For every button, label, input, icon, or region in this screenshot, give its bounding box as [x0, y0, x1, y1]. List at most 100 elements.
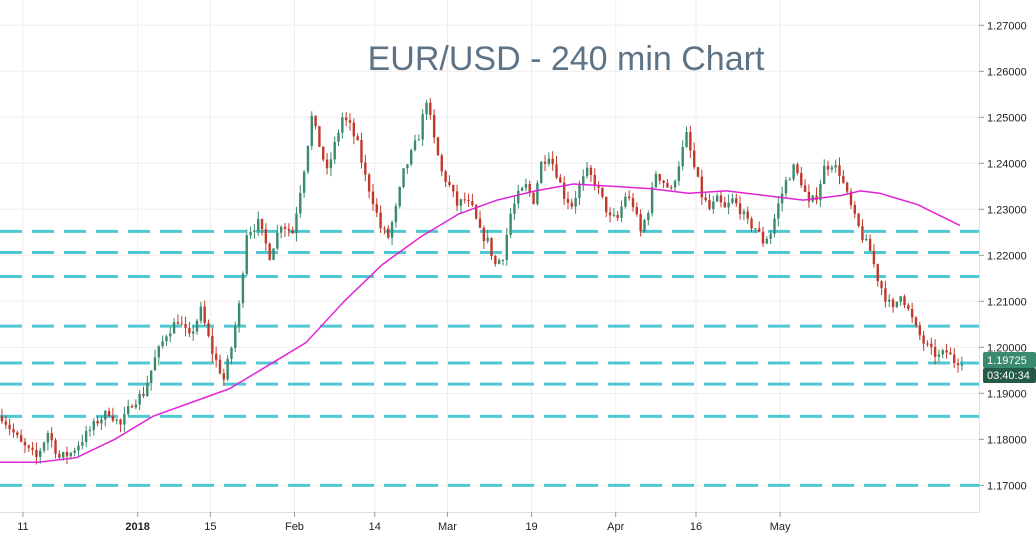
candle-body [429, 102, 432, 115]
candle-body [302, 171, 306, 193]
candle-body [582, 176, 585, 185]
horizontal-levels [0, 229, 979, 487]
candle-body [402, 168, 405, 188]
candle-body [31, 447, 34, 450]
candle-body [138, 393, 141, 405]
price-label-badge: 1.19725 [983, 351, 1036, 368]
candle-body [731, 198, 734, 203]
candle-body [872, 250, 876, 265]
candle-body [513, 203, 516, 214]
candle-body [486, 237, 489, 242]
candle-body [352, 122, 356, 137]
candle-body [876, 264, 879, 282]
candle-body [570, 202, 574, 207]
candle-body [662, 180, 665, 183]
candle-body [463, 199, 466, 201]
candle-body [115, 419, 118, 421]
candle-body [383, 228, 386, 230]
candle-body [417, 139, 421, 141]
candle-body [566, 198, 570, 203]
candle-body [249, 231, 252, 236]
chart-title: EUR/USD - 240 min Chart [368, 40, 765, 78]
x-tick-label: 16 [690, 521, 702, 533]
candle-body [937, 354, 941, 357]
candle-body [310, 115, 313, 146]
candle-body [769, 233, 772, 239]
candle-body [933, 347, 937, 357]
candle-body [42, 442, 46, 451]
candle-body [746, 211, 749, 219]
candle-body [211, 335, 214, 354]
candle-body [333, 141, 336, 160]
candle-body [268, 243, 271, 260]
candle-body [58, 453, 61, 458]
candle-body [704, 197, 707, 201]
candle-body [926, 343, 929, 345]
candle-body [666, 182, 669, 188]
candle-body [517, 190, 520, 204]
candle-body [184, 323, 187, 329]
candle-body [165, 336, 168, 342]
candle-body [681, 146, 684, 167]
candle-body [738, 203, 742, 215]
candle-body [161, 341, 164, 347]
candle-body [601, 187, 604, 197]
candle-body [207, 323, 210, 336]
candle-body [318, 126, 321, 147]
candle-body [222, 373, 226, 380]
candle-body [654, 174, 658, 188]
candle-body [199, 306, 203, 321]
candle-body [796, 164, 799, 174]
candle-body [953, 354, 956, 364]
candle-body [696, 167, 700, 177]
candle-body [46, 433, 50, 443]
x-tick-label: 11 [17, 521, 28, 533]
candle-body [880, 281, 883, 289]
candle-body [264, 229, 268, 244]
time-axis[interactable]: 11 2018 15 Feb 14 Mar 19 Apr 16 May [17, 512, 791, 533]
candle-body [868, 238, 872, 251]
candle-body [685, 131, 688, 147]
candle-body [126, 406, 130, 414]
candle-body [421, 114, 424, 140]
x-tick-label: 2018 [125, 521, 149, 533]
candle-body [455, 191, 459, 206]
candle-body [719, 195, 723, 203]
candle-body [341, 117, 344, 133]
candle-body [673, 180, 677, 188]
candle-body [214, 353, 218, 360]
candle-body [111, 415, 115, 421]
candle-body [509, 213, 512, 235]
candle-body [452, 184, 455, 192]
candle-body [245, 235, 248, 274]
candle-body [176, 322, 180, 324]
candle-body [826, 165, 830, 170]
candle-body [559, 177, 562, 183]
candle-body [16, 432, 19, 436]
candle-body [540, 161, 543, 184]
candle-body [4, 421, 8, 425]
candle-body [65, 452, 69, 457]
candle-body [257, 218, 260, 231]
candle-body [842, 175, 845, 183]
candle-body [708, 200, 711, 209]
candle-body [903, 296, 906, 306]
candle-body [712, 201, 715, 209]
candle-body [589, 167, 593, 175]
candle-body [230, 347, 233, 359]
candle-body [360, 140, 363, 163]
candle-body [941, 350, 944, 355]
candle-body [50, 433, 53, 441]
candle-body [92, 421, 95, 430]
candle-body [780, 193, 784, 204]
candle-body [375, 204, 378, 213]
y-tick-label: 1.17000 [987, 480, 1027, 492]
candle-body [819, 183, 822, 201]
price-axis[interactable]: 1.17000 1.18000 1.19000 1.20000 1.21000 1.220… [979, 20, 1027, 492]
candle-body [130, 406, 134, 408]
candle-body [505, 234, 508, 260]
candle-body [471, 201, 474, 206]
candle-body [478, 218, 482, 228]
candles [0, 98, 964, 465]
